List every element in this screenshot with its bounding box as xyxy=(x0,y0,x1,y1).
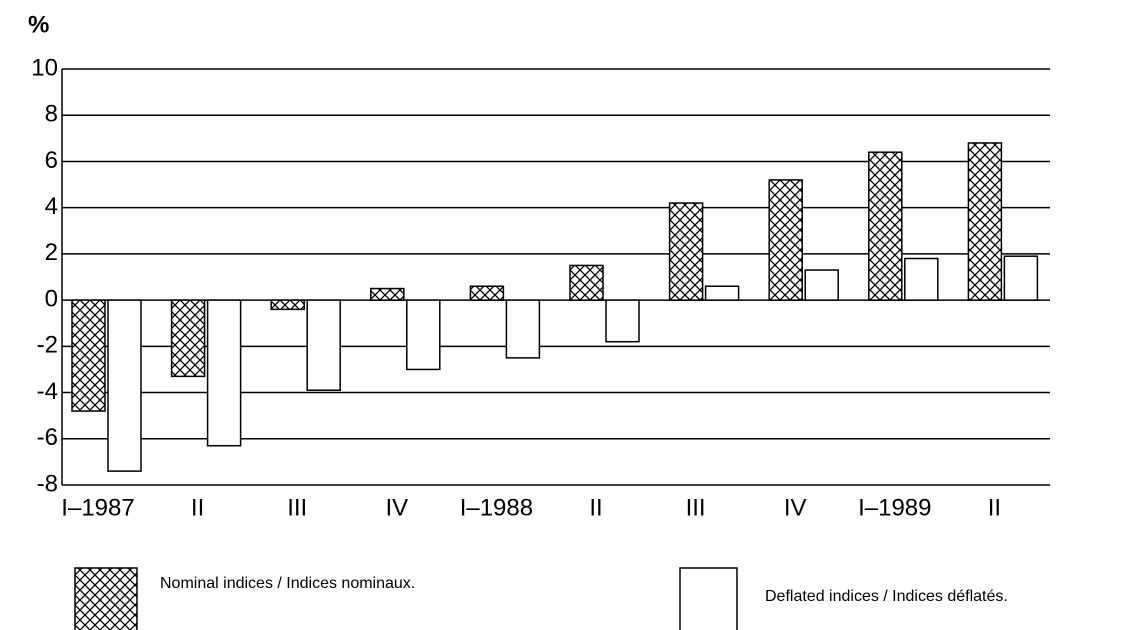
y-tick-label: 2 xyxy=(45,239,58,266)
x-tick-label: I–1989 xyxy=(858,494,931,521)
bar xyxy=(270,299,305,311)
bar xyxy=(569,264,604,301)
bar xyxy=(107,299,142,472)
y-tick-label: 10 xyxy=(31,54,58,81)
x-tick-label: II xyxy=(191,494,204,521)
bar xyxy=(370,287,405,301)
x-tick-label: I–1987 xyxy=(61,494,134,521)
bar xyxy=(804,269,839,301)
bar xyxy=(967,142,1003,301)
legend-swatch xyxy=(679,567,738,630)
legend-label: Nominal indices / Indices nominaux. xyxy=(160,575,415,592)
bar xyxy=(1003,255,1039,301)
y-tick-label: 4 xyxy=(45,193,58,220)
bar xyxy=(469,285,505,301)
bar xyxy=(170,299,206,378)
bar xyxy=(306,299,341,391)
bar xyxy=(868,151,903,301)
y-tick-label: -4 xyxy=(37,378,58,405)
y-tick-label: -2 xyxy=(37,332,58,359)
bar xyxy=(768,179,803,301)
x-tick-label: IV xyxy=(385,494,408,521)
x-tick-label: III xyxy=(686,494,706,521)
bar xyxy=(206,299,242,447)
x-tick-label: II xyxy=(988,494,1001,521)
y-axis-label: % xyxy=(28,11,49,38)
x-tick-label: I–1988 xyxy=(460,494,533,521)
y-tick-label: 6 xyxy=(45,147,58,174)
legend-label: Deflated indices / Indices déflatés. xyxy=(765,588,1008,605)
bar xyxy=(605,299,640,343)
y-tick-label: 8 xyxy=(45,101,58,128)
x-tick-label: IV xyxy=(784,494,807,521)
x-tick-label: II xyxy=(589,494,602,521)
y-tick-label: -6 xyxy=(37,424,58,451)
bar xyxy=(71,299,106,412)
legend-swatch xyxy=(74,567,138,630)
y-tick-label: 0 xyxy=(45,285,58,312)
bar xyxy=(904,257,939,301)
y-tick-label: -8 xyxy=(37,470,58,497)
bar xyxy=(505,299,541,359)
x-tick-label: III xyxy=(287,494,307,521)
bar xyxy=(668,202,704,301)
bar xyxy=(704,285,740,301)
bar xyxy=(406,299,441,371)
